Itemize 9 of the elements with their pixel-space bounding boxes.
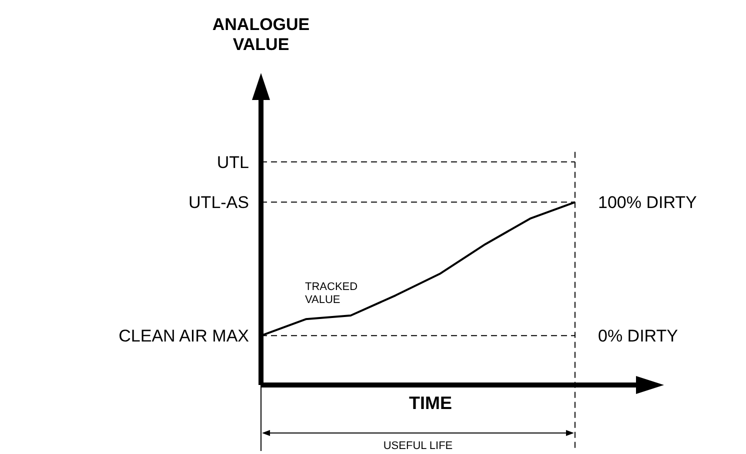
annotation: TRACKED VALUE <box>305 281 358 306</box>
ref-line-label: UTL-AS <box>188 193 249 212</box>
text: 0% DIRTY <box>598 326 678 346</box>
x-axis-title: TIME <box>409 393 452 413</box>
ref-line-label: CLEAN AIR MAX <box>118 326 249 346</box>
text: USEFUL LIFE <box>383 440 453 452</box>
text: 100% DIRTY <box>598 193 697 212</box>
ref-line-label: UTL <box>216 152 249 172</box>
text: ANALOGUE VALUE <box>212 15 310 54</box>
